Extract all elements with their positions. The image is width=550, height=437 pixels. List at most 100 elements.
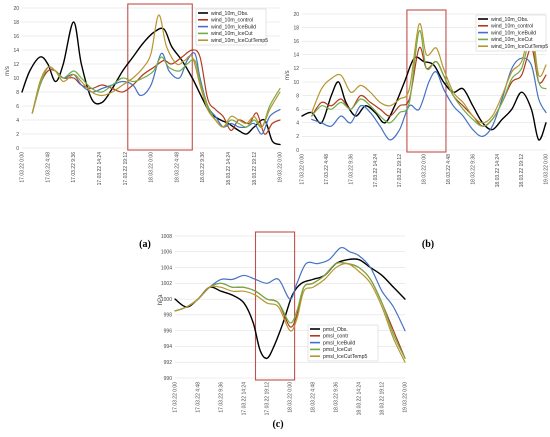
y-axis-label: m/s	[285, 70, 291, 80]
x-tick-label: 18.03.22 19:12	[380, 382, 386, 416]
x-tick-label: 18.03.22 9:36	[200, 152, 206, 183]
x-tick-label: 17.03.22 0:00	[300, 154, 306, 185]
x-tick-label: 18.03.22 9:36	[334, 382, 340, 413]
x-tick-label: 18.03.22 14:24	[495, 154, 501, 188]
x-tick-label: 18.03.22 9:36	[470, 154, 476, 185]
legend-entry: pmsl_IceBuild	[323, 340, 355, 346]
y-tick-label: 1000	[161, 297, 172, 303]
x-tick-label: 17.03.22 9:36	[348, 154, 354, 185]
x-tick-label: 19.03.22 0:00	[403, 382, 409, 413]
panel-label: (c)	[272, 419, 283, 430]
series-line-wind-10m-icecuttemp5	[311, 23, 547, 124]
legend-entry: pmsl_IceCut	[323, 347, 352, 353]
x-tick-label: 18.03.22 14:24	[226, 152, 232, 186]
legend-entry: wind_10m_Obs.	[211, 11, 249, 17]
x-tick-label: 19.03.22 0:00	[278, 152, 284, 183]
x-tick-label: 18.03.22 4:48	[174, 152, 180, 183]
y-tick-label: 18	[13, 20, 19, 26]
x-tick-label: 17.03.22 9:36	[71, 152, 77, 183]
legend-entry: wind_10m_Obs.	[491, 17, 529, 23]
x-tick-label: 18.03.22 19:12	[519, 154, 525, 188]
x-tick-label: 18.03.22 14:24	[357, 382, 363, 416]
y-tick-label: 16	[293, 39, 299, 45]
x-tick-label: 17.03.22 4:48	[45, 152, 51, 183]
legend-entry: wind_10m_IceBuild	[491, 30, 536, 36]
y-tick-label: 2	[16, 132, 19, 138]
y-tick-label: 16	[13, 34, 19, 40]
series-line-wind-10m-obs-	[21, 21, 281, 146]
y-tick-label: 6	[296, 107, 299, 113]
x-tick-label: 17.03.22 4:48	[324, 154, 330, 185]
y-tick-label: 6	[16, 104, 19, 110]
legend-entry: wind_10m_IceCutTemp5	[491, 44, 548, 50]
legend-entry: wind_10m_IceCut	[211, 31, 253, 37]
y-tick-label: 1002	[161, 281, 172, 287]
x-tick-label: 19.03.22 0:00	[544, 154, 550, 185]
x-tick-label: 18.03.22 0:00	[288, 382, 294, 413]
y-tick-label: 20	[13, 6, 19, 12]
series-line-wind-10m-icecut	[31, 56, 281, 128]
y-tick-label: 998	[164, 313, 173, 319]
x-tick-label: 17.03.22 14:24	[373, 154, 379, 188]
x-tick-label: 18.03.22 4:48	[311, 382, 317, 413]
legend-entry: wind_10m_control	[211, 18, 253, 24]
y-tick-label: 992	[164, 360, 173, 366]
y-tick-label: 12	[293, 66, 299, 72]
x-tick-label: 18.03.22 19:12	[252, 152, 258, 186]
y-tick-label: 2	[296, 134, 299, 140]
y-tick-label: 0	[296, 148, 299, 154]
x-tick-label: 17.03.22 4:48	[196, 382, 202, 413]
y-tick-label: 8	[16, 90, 19, 96]
series-line-wind-10m-control	[31, 49, 281, 135]
x-tick-label: 18.03.22 4:48	[446, 154, 452, 185]
x-tick-label: 17.03.22 14:24	[97, 152, 103, 186]
series-line-pmsl-icebuild	[174, 246, 406, 332]
legend-entry: wind_10m_IceCut	[491, 37, 533, 43]
x-tick-label: 17.03.22 14:24	[242, 382, 248, 416]
y-tick-label: 990	[164, 376, 173, 382]
series-line-pmsl-obs-	[174, 258, 406, 360]
y-tick-label: 12	[13, 62, 19, 68]
y-tick-label: 994	[164, 344, 173, 350]
y-tick-label: 996	[164, 328, 173, 334]
series-line-wind-10m-icecut	[311, 30, 547, 127]
y-tick-label: 20	[293, 12, 299, 18]
y-tick-label: 14	[293, 53, 299, 59]
legend-entry: wind_10m_IceCutTemp5	[211, 38, 268, 44]
x-tick-label: 17.03.22 19:12	[265, 382, 271, 416]
y-tick-label: 10	[293, 80, 299, 86]
legend-entry: pmsl_contr	[323, 334, 349, 340]
panel-c: 990 992 994 996 998 1000 1002 1004 1006 1008 hPa 17…	[158, 231, 409, 430]
x-tick-label: 17.03.22 0:00	[20, 152, 26, 183]
y-axis-label: m/s	[5, 66, 11, 76]
y-tick-label: 4	[16, 118, 19, 124]
panel-b: 0 2 4 6 8 10 12 14 16 18 20 m/s 17.03.22 0:00 17.03.2…	[285, 9, 550, 250]
x-tick-label: 17.03.22 0:00	[173, 382, 179, 413]
y-tick-label: 10	[13, 76, 19, 82]
y-tick-label: 4	[296, 121, 299, 127]
x-tick-label: 17.03.22 19:12	[397, 154, 403, 188]
x-tick-label: 18.03.22 0:00	[422, 154, 428, 185]
highlight-box	[127, 3, 193, 151]
y-tick-label: 14	[13, 48, 19, 54]
y-tick-label: 8	[296, 93, 299, 99]
y-tick-label: 1006	[161, 250, 172, 256]
series-line-pmsl-icecuttemp5	[174, 262, 406, 363]
legend-entry: pmsl_IceCutTemp5	[323, 354, 368, 360]
series-line-wind-10m-icecuttemp5	[31, 14, 281, 128]
y-tick-label: 0	[16, 146, 19, 152]
legend: pmsl_Obs.pmsl_contrpmsl_IceBuildpmsl_Ice…	[307, 324, 379, 362]
highlight-box	[254, 231, 296, 381]
legend: wind_10m_Obs.wind_10m_control wind_10m_Ic…	[195, 8, 268, 46]
panel-label: (a)	[139, 239, 151, 250]
y-tick-label: 1008	[161, 234, 172, 240]
x-tick-label: 17.03.22 9:36	[219, 382, 225, 413]
y-tick-label: 18	[293, 25, 299, 31]
series-line-wind-10m-icebuild	[311, 57, 547, 141]
x-tick-label: 18.03.22 0:00	[149, 152, 155, 183]
legend-entry: wind_10m_control	[491, 24, 533, 30]
legend: wind_10m_Obs.wind_10m_controlwind_10m_Ic…	[475, 14, 548, 52]
x-tick-label: 17.03.22 19:12	[123, 152, 129, 186]
series-line-pmsl-icecut	[174, 261, 406, 359]
